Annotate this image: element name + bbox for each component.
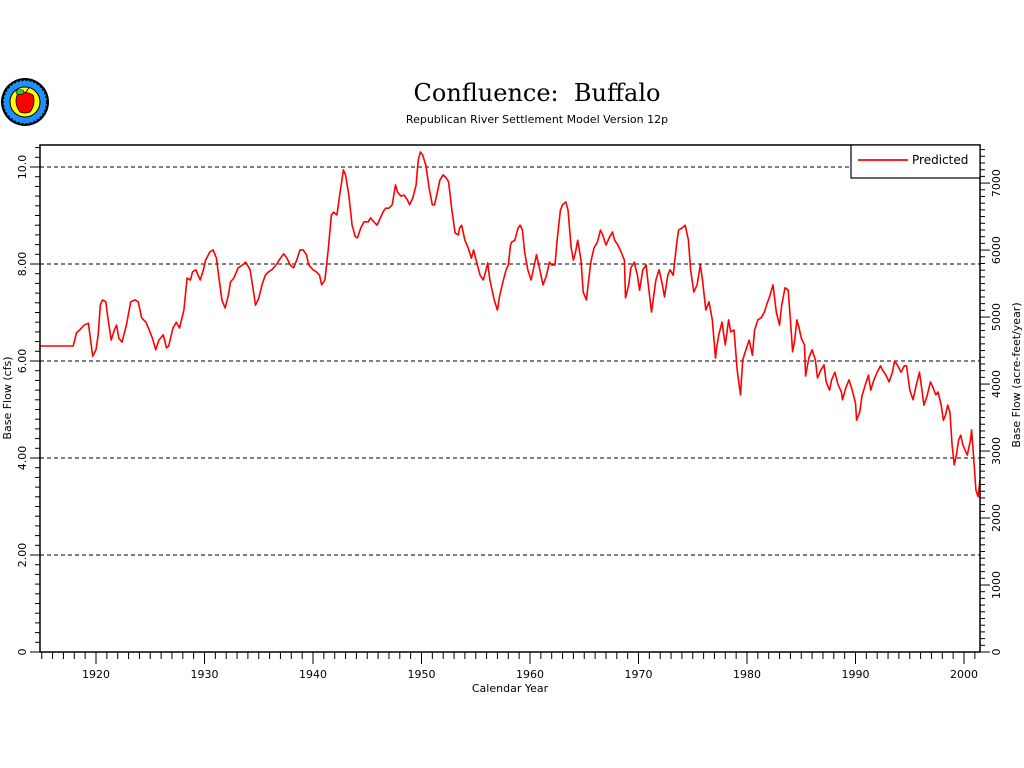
legend-label-predicted: Predicted [912,153,968,167]
y2-tick-label: 0 [990,649,1003,656]
axis-ticks [30,147,990,664]
apple-seal-logo-icon [1,78,49,126]
chart-title: Confluence: Buffalo [414,79,661,107]
y-tick-label: 2.00 [16,543,29,568]
x-tick-label: 1970 [625,668,653,681]
y-tick-label: 6.00 [16,349,29,374]
x-tick-label: 2000 [950,668,978,681]
y2-tick-label: 2000 [990,504,1003,532]
x-tick-label: 1980 [733,668,761,681]
gridlines [40,166,980,556]
y2-tick-label: 3000 [990,437,1003,465]
series-line-predicted [40,151,981,498]
plot-frame [39,144,981,653]
y2-tick-label: 5000 [990,303,1003,331]
y2-axis-label: Base Flow (acre-feet/year) [1010,302,1023,447]
y-tick-label: 0 [16,649,29,656]
legend: Predicted [850,144,981,179]
x-tick-label: 1960 [516,668,544,681]
tick-labels: 1920 1930 1940 1950 1960 1970 1980 1990 2000 0 2.0… [16,155,1003,681]
x-tick-label: 1950 [408,668,436,681]
x-axis-label: Calendar Year [472,682,549,695]
y-tick-label: 10.0 [16,155,29,180]
x-tick-label: 1930 [191,668,219,681]
y2-tick-label: 1000 [990,571,1003,599]
y-tick-label: 8.00 [16,252,29,277]
y-tick-label: 4.00 [16,446,29,471]
x-tick-label: 1940 [299,668,327,681]
legend-box [850,144,981,179]
y2-tick-label: 6000 [990,236,1003,264]
x-tick-label: 1990 [842,668,870,681]
y2-tick-label: 4000 [990,370,1003,398]
y2-tick-label: 7000 [990,169,1003,197]
x-tick-label: 1920 [82,668,110,681]
y-axis-label: Base Flow (cfs) [1,356,14,439]
chart-subtitle: Republican River Settlement Model Versio… [406,113,668,126]
